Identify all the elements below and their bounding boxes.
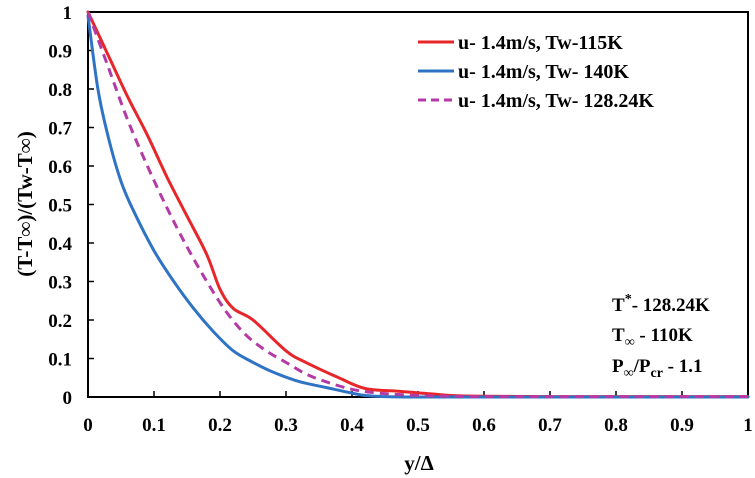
x-tick-label: 0.9 xyxy=(670,415,694,436)
annotation-t-inf-rest: - 110K xyxy=(635,325,693,346)
x-tick-labels: 0 0.1 0.2 0.3 0.4 0.5 0.6 0.7 0.8 0.9 1 xyxy=(83,415,753,436)
x-tick-label: 0.5 xyxy=(406,415,430,436)
annotation-t-star-rest: - 128.24K xyxy=(632,295,710,316)
annotation-p-ratio: P∞/Pcr - 1.1 xyxy=(612,356,703,381)
y-tick-label: 0 xyxy=(63,388,73,409)
x-axis-label: y/Δ xyxy=(404,451,434,475)
legend: u- 1.4m/s, Tw-115K u- 1.4m/s, Tw- 140K u- … xyxy=(418,32,654,112)
y-tick-label: 0.7 xyxy=(48,119,72,140)
annotation-t-inf-sub: ∞ xyxy=(625,335,635,350)
x-tick-label: 1 xyxy=(743,415,753,436)
annotation-p-main1: P xyxy=(612,356,624,377)
y-tick-label: 0.6 xyxy=(48,157,72,178)
y-tick-label: 0.5 xyxy=(48,196,72,217)
y-axis-label: (T-T∞)/(Tw-T∞) xyxy=(13,131,37,276)
annotation-t-inf-main: T xyxy=(612,325,625,346)
annotation-t-inf: T∞ - 110K xyxy=(612,325,693,350)
annotation-t-star-sup: * xyxy=(625,292,632,307)
legend-label-3: u- 1.4m/s, Tw- 128.24K xyxy=(458,90,654,112)
x-tick-label: 0.7 xyxy=(538,415,562,436)
x-tick-label: 0.8 xyxy=(604,415,628,436)
y-tick-labels: 0 0.1 0.2 0.3 0.4 0.5 0.6 0.7 0.8 0.9 1 xyxy=(48,3,72,409)
x-tick-label: 0 xyxy=(83,415,93,436)
y-tick-label: 0.4 xyxy=(48,234,72,255)
annotation-t-star: T*- 128.24K xyxy=(612,292,710,316)
series-layer xyxy=(86,10,750,399)
y-tick-label: 0.8 xyxy=(48,80,72,101)
legend-label-1: u- 1.4m/s, Tw-115K xyxy=(458,32,623,54)
x-tick-label: 0.1 xyxy=(142,415,166,436)
series-line-2 xyxy=(86,14,750,399)
y-tick-label: 0.2 xyxy=(48,311,72,332)
annotation-p-main2: /P xyxy=(633,356,651,377)
parameter-annotations: T*- 128.24K T∞ - 110K P∞/Pcr - 1.1 xyxy=(612,292,710,381)
y-tick-label: 0.3 xyxy=(48,273,72,294)
y-tick-label: 1 xyxy=(63,3,73,24)
annotation-p-sub1: ∞ xyxy=(624,366,634,381)
legend-label-2: u- 1.4m/s, Tw- 140K xyxy=(458,61,629,83)
y-tick-label: 0.1 xyxy=(48,350,72,371)
x-tick-label: 0.3 xyxy=(274,415,298,436)
x-tick-label: 0.2 xyxy=(208,415,232,436)
annotation-p-rest: - 1.1 xyxy=(663,356,703,377)
annotation-t-star-main: T xyxy=(612,295,625,316)
annotation-p-sub2: cr xyxy=(650,366,662,381)
x-tick-label: 0.4 xyxy=(340,415,364,436)
series-line-3 xyxy=(86,11,749,399)
y-tick-label: 0.9 xyxy=(48,42,72,63)
x-tick-label: 0.6 xyxy=(472,415,496,436)
